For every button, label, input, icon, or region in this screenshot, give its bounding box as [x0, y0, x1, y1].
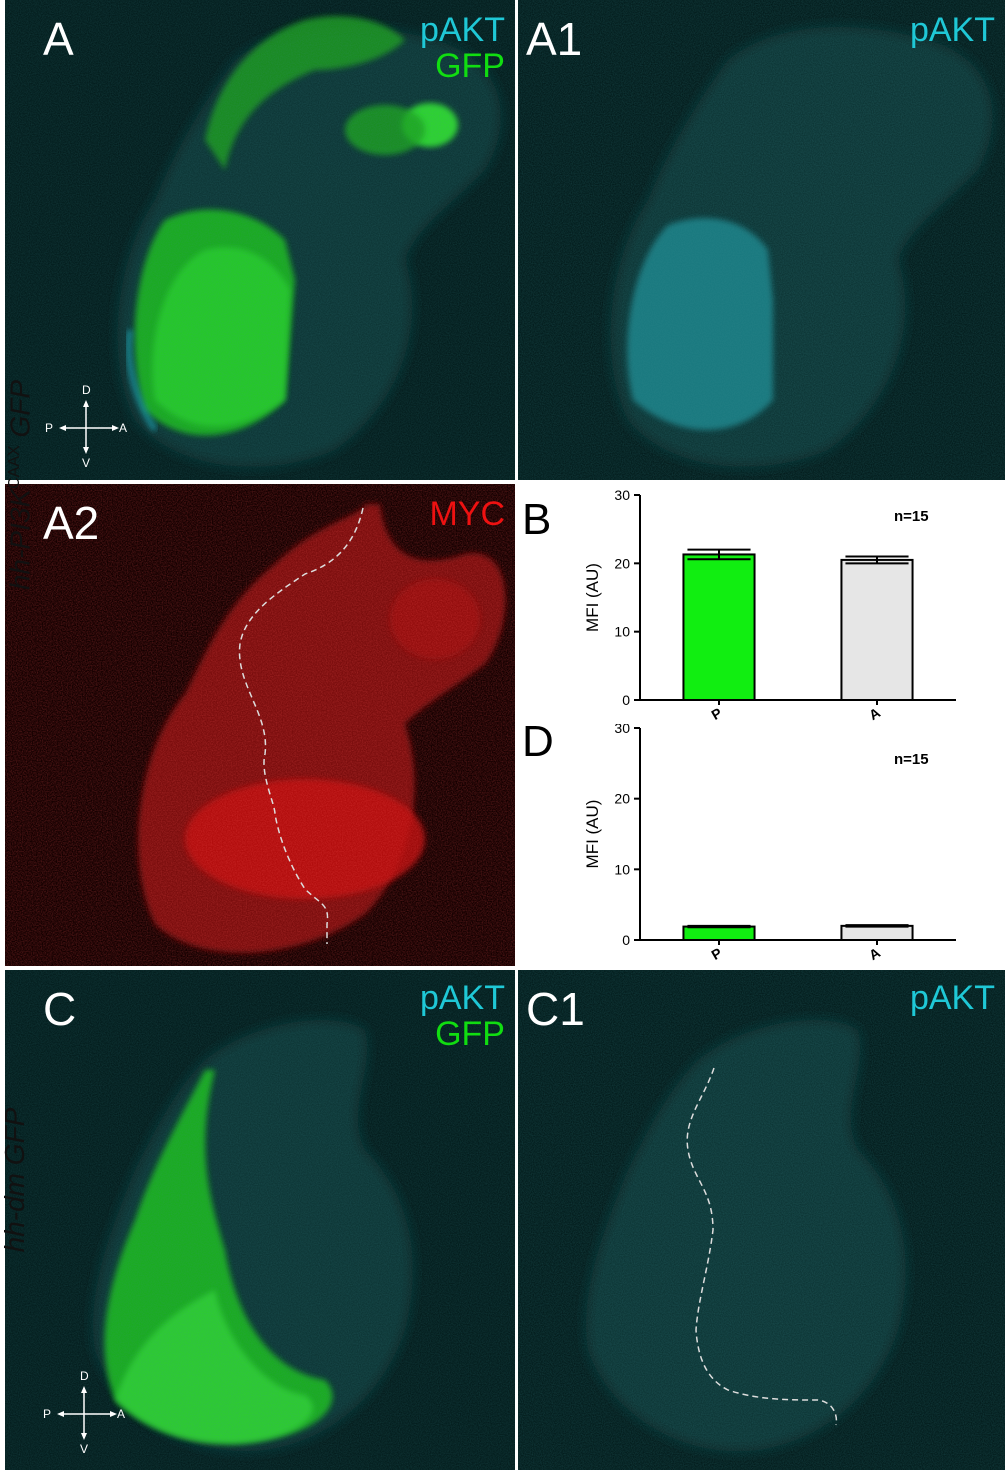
axis-label-v-c: V	[80, 1442, 89, 1456]
panel-a2-image: A2 MYC	[5, 484, 515, 966]
panel-a-image: A pAKT GFP D V P A	[5, 0, 515, 480]
orientation-axes-icon-c: D V P A	[41, 1368, 127, 1456]
channel-label-pakt: pAKT	[419, 11, 505, 49]
channel-label-myc: MYC	[429, 495, 505, 533]
bar-P	[682, 925, 756, 941]
y-tick-label: 10	[614, 861, 630, 877]
axis-label-d: D	[82, 383, 91, 397]
axis-label-p-c: P	[43, 1407, 52, 1421]
panel-a2-micrograph	[5, 484, 515, 966]
panel-c-image: C pAKT GFP D V P A	[5, 970, 515, 1470]
n-annotation: n=15	[894, 751, 929, 768]
orientation-axes-icon: D V P A	[43, 382, 129, 470]
y-tick-label: 0	[622, 692, 630, 708]
channel-label-pakt-c1: pAKT	[909, 979, 995, 1017]
x-tick-label-A: A	[866, 704, 883, 723]
y-axis-label: MFI (AU)	[583, 800, 602, 869]
x-tick-label-P: P	[708, 944, 724, 963]
bar-A	[840, 558, 914, 701]
axis-label-v: V	[82, 456, 91, 470]
panel-c1-image: C1 pAKT	[518, 970, 1005, 1470]
panel-label-b: B	[522, 495, 552, 544]
genotype-label-top: hh-PI3KCAAX GFP	[4, 379, 36, 591]
axis-label-d-c: D	[80, 1369, 89, 1383]
ap-boundary-line	[238, 507, 364, 944]
panel-label-c: C	[43, 983, 77, 1035]
chart-d-plot: 0 10 20 30 MFI (AU) P An=15	[583, 724, 956, 963]
ap-boundary-line-c1	[686, 1067, 838, 1426]
channel-label-pakt-c: pAKT	[419, 979, 505, 1017]
x-tick-label-A: A	[866, 944, 883, 963]
axis-label-a: A	[119, 421, 128, 435]
genotype-strip-top	[0, 0, 5, 966]
chart-b-plot: 0 10 20 30 MFI (AU) P An=15	[583, 487, 956, 723]
y-tick-label: 20	[614, 555, 630, 571]
y-tick-label: 20	[614, 791, 630, 807]
y-axis-label: MFI (AU)	[583, 563, 602, 632]
panel-c1-micrograph	[518, 970, 1005, 1470]
axis-label-p: P	[45, 421, 54, 435]
y-tick-label: 0	[622, 932, 630, 948]
channel-label-gfp: GFP	[435, 47, 505, 85]
panel-label-a2: A2	[43, 497, 100, 549]
panel-c-micrograph	[5, 970, 515, 1470]
panel-a1-micrograph	[518, 0, 1005, 480]
panel-a1-image: A1 pAKT	[518, 0, 1005, 480]
panel-a-micrograph	[5, 0, 515, 480]
n-annotation: n=15	[894, 508, 929, 525]
bar-A	[840, 924, 914, 942]
channel-label-pakt-a1: pAKT	[909, 11, 995, 49]
channel-label-gfp-c: GFP	[435, 1015, 505, 1053]
panel-label-c1: C1	[526, 983, 585, 1035]
genotype-label-bottom: hh-dm GFP	[0, 1107, 30, 1253]
panel-label-a1: A1	[526, 13, 583, 65]
y-tick-label: 30	[614, 724, 630, 736]
bar-P	[682, 553, 756, 701]
x-tick-label-P: P	[708, 704, 724, 723]
y-tick-label: 10	[614, 624, 630, 640]
axis-label-a-c: A	[117, 1407, 126, 1421]
panel-label-a: A	[43, 13, 74, 65]
y-tick-label: 30	[614, 487, 630, 503]
panel-label-d: D	[522, 717, 554, 766]
